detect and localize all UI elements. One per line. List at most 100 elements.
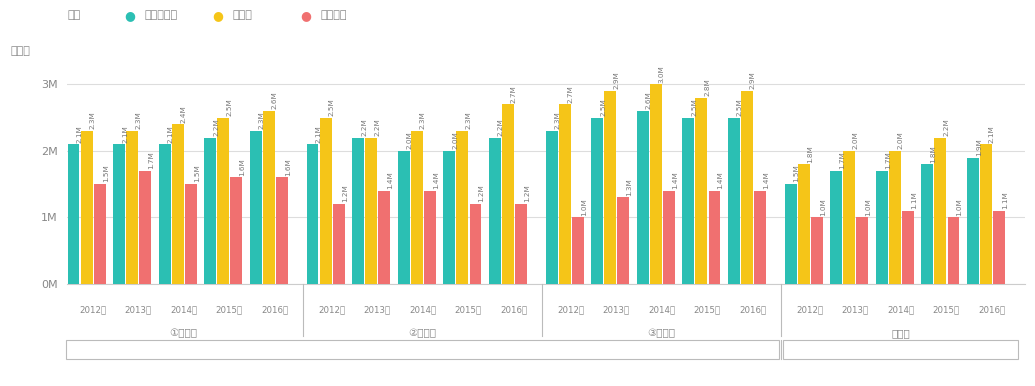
Text: 2.9M: 2.9M [749,72,756,90]
Text: 1.5M: 1.5M [194,165,200,183]
Bar [810,217,823,284]
Text: 2.5M: 2.5M [600,98,607,116]
Text: 2.2M: 2.2M [943,118,949,136]
Text: 1.7M: 1.7M [885,151,891,169]
Bar [158,144,171,284]
Bar [889,151,900,284]
Bar [967,157,979,284]
Bar [489,137,501,284]
Text: 2016年: 2016年 [500,305,528,314]
Bar [126,131,138,284]
Text: 1.2M: 1.2M [478,185,484,202]
Text: 2013年: 2013年 [602,305,629,314]
Bar [263,111,274,284]
Text: 凡例: 凡例 [67,10,81,20]
Text: 1.2M: 1.2M [342,185,348,202]
Text: 1.1M: 1.1M [1002,191,1008,209]
Bar [785,184,797,284]
Bar [67,144,80,284]
Bar [320,118,331,284]
Text: 地方圈: 地方圈 [891,328,910,338]
Text: 2015年: 2015年 [215,305,243,314]
Text: 2.7M: 2.7M [567,85,573,103]
Bar [604,91,616,284]
Bar [545,131,558,284]
Bar [515,204,527,284]
Bar [204,137,216,284]
Text: 2014年: 2014年 [409,305,437,314]
Text: ①東京圈: ①東京圈 [170,328,198,338]
Text: 2.7M: 2.7M [511,85,516,103]
Text: 3.0M: 3.0M [658,65,664,83]
Text: 2.1M: 2.1M [122,125,128,142]
Bar [830,171,842,284]
Text: 2014年: 2014年 [648,305,675,314]
Text: ●: ● [212,9,224,22]
Bar [172,124,183,284]
Bar [276,178,288,284]
Bar [935,137,946,284]
Bar [637,111,649,284]
Bar [980,144,992,284]
Text: 2.3M: 2.3M [136,112,141,129]
Text: 1.2M: 1.2M [524,185,530,202]
Text: 2013年: 2013年 [841,305,868,314]
Text: 1.0M: 1.0M [820,198,826,216]
Text: ③関西圈: ③関西圈 [648,328,676,338]
Text: 中小企業: 中小企業 [321,10,348,20]
Text: 2.1M: 2.1M [77,125,83,142]
Bar [994,211,1005,284]
Text: 2012年: 2012年 [796,305,823,314]
Text: 1.8M: 1.8M [930,145,937,163]
Text: 大企業: 大企業 [233,10,253,20]
Bar [140,171,151,284]
Bar [572,217,584,284]
Text: 2.0M: 2.0M [407,132,413,149]
Text: 2016年: 2016年 [978,305,1005,314]
Bar [903,211,914,284]
Text: 1.6M: 1.6M [239,158,245,176]
Text: 1.4M: 1.4M [433,171,439,189]
Text: 2016年: 2016年 [739,305,766,314]
Text: 2.5M: 2.5M [227,98,232,116]
Bar [696,98,707,284]
Bar [921,164,934,284]
Text: 1.8M: 1.8M [806,145,812,163]
Text: 2015年: 2015年 [454,305,482,314]
Bar [709,191,720,284]
Bar [948,217,959,284]
Text: 1.1M: 1.1M [911,191,917,209]
Bar [443,151,455,284]
Text: 2.4M: 2.4M [181,105,186,123]
Text: 2.0M: 2.0M [452,132,459,149]
Bar [397,151,410,284]
Bar [249,131,262,284]
Text: 2.3M: 2.3M [466,112,471,129]
Bar [591,118,603,284]
Bar [94,184,106,284]
Text: 2.6M: 2.6M [272,91,277,109]
Text: 1.4M: 1.4M [387,171,393,189]
Text: 2.1M: 2.1M [168,125,174,142]
Text: 2015年: 2015年 [693,305,720,314]
Text: 2014年: 2014年 [887,305,914,314]
Text: 2015年: 2015年 [933,305,959,314]
Text: 1.0M: 1.0M [956,198,963,216]
Bar [502,104,513,284]
Text: 2.1M: 2.1M [988,125,995,142]
Text: 2016年: 2016年 [261,305,289,314]
Text: 2012年: 2012年 [557,305,584,314]
Text: ●: ● [124,9,136,22]
Bar [876,171,888,284]
Bar [113,144,125,284]
Text: 2013年: 2013年 [124,305,152,314]
Text: 2.0M: 2.0M [897,132,904,149]
Bar [728,118,740,284]
Bar [185,184,197,284]
Bar [333,204,345,284]
Bar [618,197,629,284]
Text: 1.4M: 1.4M [672,171,678,189]
Text: 1.0M: 1.0M [581,198,587,216]
Text: 2013年: 2013年 [363,305,390,314]
Bar [379,191,390,284]
